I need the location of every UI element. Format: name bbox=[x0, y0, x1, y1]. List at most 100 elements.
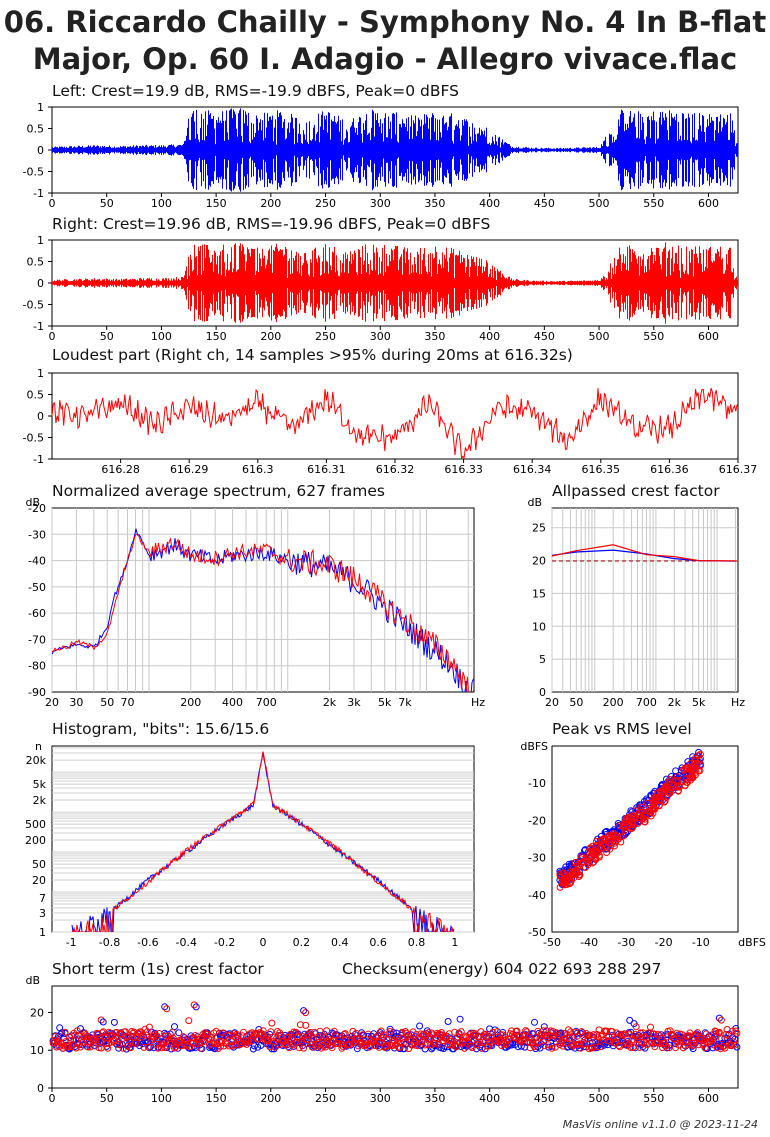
short-term-crest-point bbox=[572, 1040, 580, 1048]
loudest-part-title: Loudest part (Right ch, 14 samples >95% … bbox=[52, 346, 573, 364]
short-term-crest-point bbox=[576, 1044, 584, 1052]
short-term-crest-point bbox=[522, 1027, 530, 1035]
peak-vs-rms-point bbox=[696, 750, 704, 758]
short-term-crest-point bbox=[545, 1043, 553, 1051]
peak-vs-rms-point bbox=[695, 748, 703, 756]
short-term-crest-point bbox=[125, 1033, 133, 1041]
short-term-crest-point bbox=[381, 1043, 389, 1051]
histogram-xtick-label: -0.8 bbox=[99, 936, 120, 949]
loudest-part-ytick-label: 0 bbox=[37, 410, 44, 423]
left-waveform-xtick-label: 200 bbox=[260, 197, 281, 210]
allpassed-crest-frame bbox=[551, 507, 739, 693]
average-spectrum-xtick-label: 2k bbox=[323, 696, 337, 709]
short-term-crest-point bbox=[212, 1027, 220, 1035]
short-term-crest-point bbox=[548, 1042, 556, 1050]
short-term-crest-point bbox=[531, 1018, 538, 1026]
histogram-ytick-label: 20 bbox=[32, 874, 46, 887]
short-term-crest-point bbox=[690, 1039, 698, 1047]
right-waveform-xtick-label: 450 bbox=[534, 330, 555, 343]
loudest-part-ytick-label: 1 bbox=[37, 367, 44, 380]
short-term-crest-point bbox=[474, 1038, 482, 1046]
peak-vs-rms-point bbox=[649, 805, 656, 813]
peak-vs-rms-xtick-label: -30 bbox=[617, 936, 635, 949]
short-term-crest-point bbox=[217, 1042, 224, 1050]
short-term-crest-point bbox=[461, 1044, 468, 1052]
short-term-crest-point bbox=[302, 1021, 310, 1029]
short-term-crest-point bbox=[73, 1027, 81, 1035]
short-term-crest-point bbox=[272, 1035, 280, 1043]
short-term-crest-point bbox=[183, 1042, 191, 1050]
peak-vs-rms-ytick-label: -30 bbox=[528, 852, 546, 865]
short-term-crest-xtick-label: 550 bbox=[643, 1092, 664, 1105]
peak-vs-rms-point bbox=[611, 842, 618, 850]
peak-vs-rms-point bbox=[675, 783, 683, 791]
allpassed-crest-xtick-label: 200 bbox=[603, 696, 624, 709]
left-waveform-xtick-label: 250 bbox=[315, 197, 336, 210]
short-term-crest-point bbox=[317, 1044, 325, 1052]
average-spectrum-ytick-label: -40 bbox=[28, 555, 46, 568]
short-term-crest-point bbox=[330, 1027, 338, 1035]
short-term-crest-point bbox=[161, 1044, 169, 1052]
peak-vs-rms-xlabel: dBFS bbox=[738, 936, 766, 949]
short-term-crest-point bbox=[208, 1033, 216, 1041]
short-term-crest-point bbox=[464, 1037, 472, 1045]
short-term-crest-point bbox=[377, 1027, 385, 1035]
short-term-crest-point bbox=[142, 1031, 150, 1039]
peak-vs-rms-point bbox=[566, 880, 574, 888]
short-term-crest-point bbox=[647, 1023, 654, 1031]
peak-vs-rms-xtick-label: -10 bbox=[692, 936, 710, 949]
short-term-crest-point bbox=[540, 1042, 548, 1050]
loudest-part-xtick-label: 616.36 bbox=[650, 463, 689, 476]
short-term-crest-point bbox=[408, 1041, 416, 1049]
peak-vs-rms-point bbox=[603, 849, 611, 856]
page-title-line1: 06. Riccardo Chailly - Symphony No. 4 In… bbox=[3, 5, 767, 39]
footer-version: MasVis online v1.1.0 @ 2023-11-24 bbox=[562, 1118, 758, 1131]
short-term-crest-point bbox=[192, 1040, 200, 1048]
allpassed-crest-ytick-label: 5 bbox=[539, 653, 546, 666]
short-term-crest-point bbox=[489, 1028, 497, 1036]
short-term-crest-point bbox=[78, 1037, 85, 1045]
right-waveform-xtick-label: 100 bbox=[151, 330, 172, 343]
short-term-crest-point bbox=[718, 1035, 726, 1043]
short-term-crest-point bbox=[438, 1029, 445, 1036]
average-spectrum-xtick-label: 700 bbox=[256, 696, 277, 709]
loudest-part-xtick-label: 616.28 bbox=[101, 463, 140, 476]
allpassed-crest-ytick-label: 25 bbox=[532, 522, 546, 535]
peak-vs-rms-ytick-label: -20 bbox=[528, 814, 546, 827]
short-term-crest-point bbox=[343, 1041, 351, 1049]
short-term-crest-point bbox=[613, 1029, 621, 1037]
short-term-crest-point bbox=[163, 1042, 171, 1050]
peak-vs-rms-point bbox=[620, 822, 627, 830]
left-waveform-xtick-label: 50 bbox=[100, 197, 114, 210]
average-spectrum-ytick-label: -60 bbox=[28, 607, 46, 620]
histogram-ytick-label: 3 bbox=[39, 907, 46, 920]
short-term-crest-point bbox=[564, 1026, 572, 1034]
short-term-crest-xtick-label: 200 bbox=[260, 1092, 281, 1105]
average-spectrum-xtick-label: 5k bbox=[378, 696, 392, 709]
right-waveform-ytick-label: -0.5 bbox=[23, 299, 44, 312]
short-term-crest-point bbox=[236, 1041, 244, 1048]
peak-vs-rms-point bbox=[660, 787, 668, 795]
average-spectrum-xtick-label: 70 bbox=[120, 696, 134, 709]
histogram-ytick-label: 5k bbox=[33, 778, 47, 791]
short-term-crest-point bbox=[541, 1032, 549, 1040]
short-term-crest-point bbox=[730, 1038, 738, 1046]
short-term-crest-point bbox=[96, 1038, 104, 1045]
short-term-crest-xtick-label: 50 bbox=[100, 1092, 114, 1105]
short-term-crest-point bbox=[110, 1036, 118, 1044]
histogram-xtick-label: 0.6 bbox=[369, 936, 387, 949]
right-waveform-ticks: 0 50 100 150 200 250 300 350 400 450 500 550 600 1 0.5… bbox=[23, 234, 719, 343]
loudest-part-xtick-label: 616.31 bbox=[307, 463, 346, 476]
allpassed-crest-xlabel: Hz bbox=[731, 696, 745, 709]
short-term-crest-point bbox=[386, 1028, 394, 1035]
short-term-crest-outlier bbox=[717, 1016, 725, 1024]
peak-vs-rms-point bbox=[590, 851, 598, 859]
short-term-crest-point bbox=[548, 1044, 556, 1052]
short-term-crest-point bbox=[531, 1043, 538, 1051]
short-term-crest-point bbox=[583, 1031, 591, 1039]
short-term-crest-point bbox=[586, 1031, 594, 1039]
short-term-crest-point bbox=[364, 1030, 372, 1038]
short-term-crest-point bbox=[119, 1044, 127, 1052]
right-waveform-ytick-label: -1 bbox=[33, 320, 44, 333]
short-term-crest-xtick-label: 450 bbox=[534, 1092, 555, 1105]
